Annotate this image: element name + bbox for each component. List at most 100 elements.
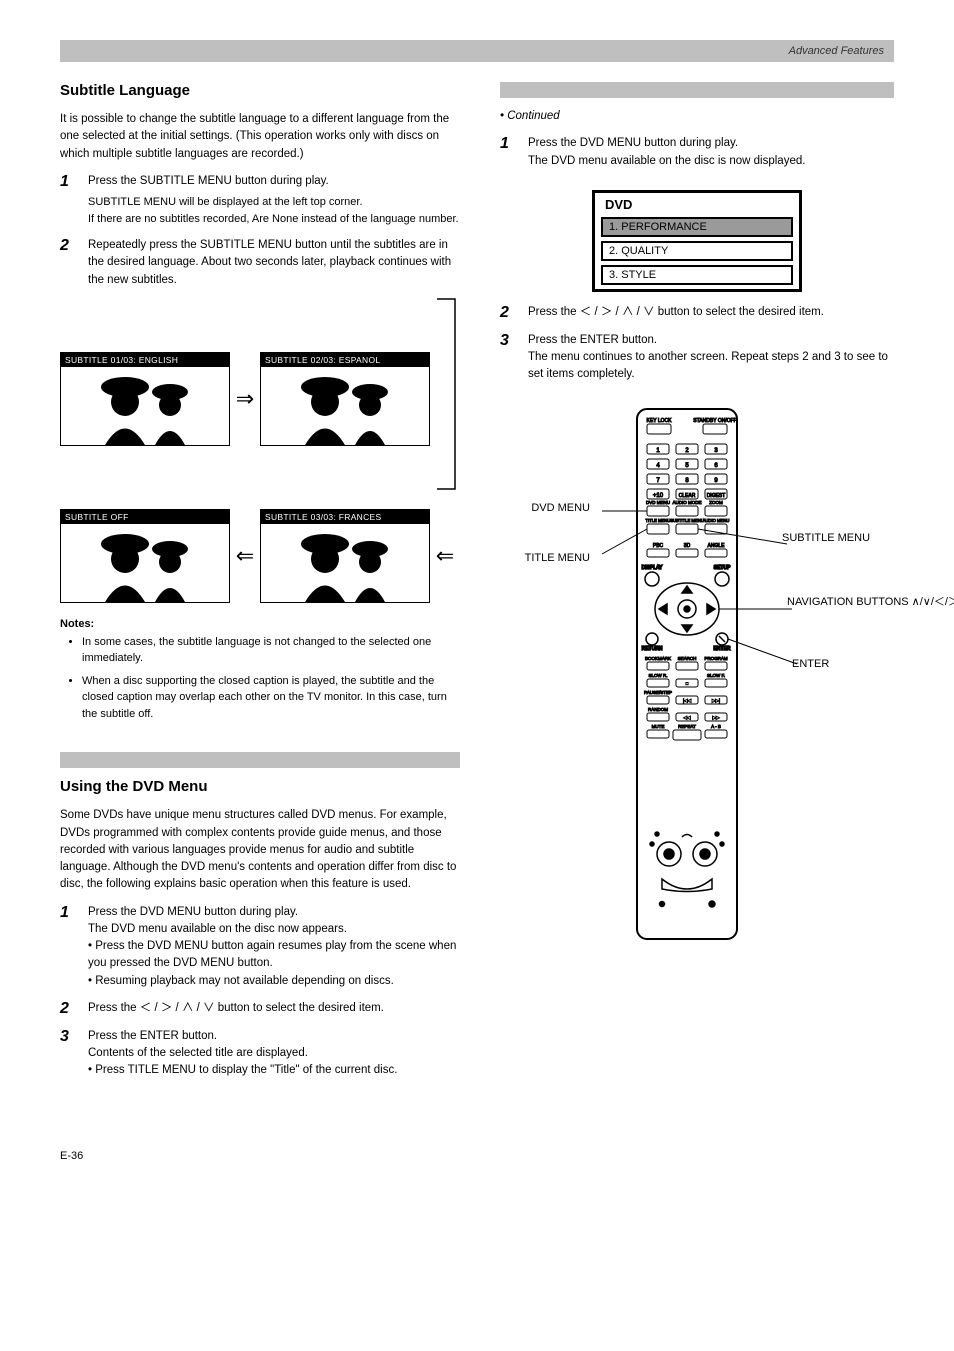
- svg-text:▶▶: ▶▶: [713, 715, 720, 720]
- header-band-text: Advanced Features: [789, 45, 884, 57]
- continued-label: • Continued: [500, 108, 894, 125]
- step-num: 1: [60, 904, 78, 990]
- arrow-right-icon: ⇒: [230, 386, 260, 412]
- page-number: E-36: [60, 1150, 894, 1162]
- step-text: Press the ＜ / ＞ / ∧ / ∨ button to select…: [88, 1000, 384, 1018]
- right-top-band: [500, 82, 894, 98]
- svg-text:▶▶|: ▶▶|: [712, 698, 720, 703]
- thumb-off: SUBTITLE OFF: [60, 509, 230, 603]
- step1-text: Press the SUBTITLE MENU button during pl…: [88, 173, 459, 190]
- svg-text:TITLE MENU: TITLE MENU: [646, 518, 671, 523]
- right-step-2: 2 Press the ＜ / ＞ / ∧ / ∨ button to sele…: [500, 304, 894, 322]
- step-num: 3: [60, 1028, 78, 1080]
- step-1: 1 Press the SUBTITLE MENU button during …: [60, 173, 460, 227]
- loop-arrow-icon: [430, 299, 460, 499]
- step1-note2: If there are no subtitles recorded, Are …: [88, 211, 459, 228]
- svg-text:AUDIO MENU: AUDIO MENU: [703, 518, 730, 523]
- step-2: 2 Repeatedly press the SUBTITLE MENU but…: [60, 237, 460, 289]
- step-text: Press the ENTER button. The menu continu…: [528, 332, 894, 384]
- dvd-step-2: 2 Press the ＜ / ＞ / ∧ / ∨ button to sele…: [60, 1000, 460, 1018]
- svg-text:MUTE: MUTE: [652, 724, 665, 729]
- svg-text:|◀◀: |◀◀: [683, 698, 692, 703]
- svg-text:DVD MENU: DVD MENU: [646, 500, 670, 505]
- svg-text:ZOOM: ZOOM: [709, 500, 723, 505]
- step-text: Press the ENTER button. Contents of the …: [88, 1028, 397, 1080]
- thumb-espanol: SUBTITLE 02/03: ESPANOL: [260, 352, 430, 446]
- dvd-menu-item-performance[interactable]: 1. PERFORMANCE: [601, 217, 793, 237]
- dvd-menu-title: DVD: [595, 193, 799, 214]
- svg-text:ANGLE: ANGLE: [708, 543, 726, 549]
- thumb-english: SUBTITLE 01/03: ENGLISH: [60, 352, 230, 446]
- subtitle-thumbnails: SUBTITLE 01/03: ENGLISH ⇒ SUBTITLE 02/03…: [60, 299, 460, 603]
- notes-heading: Notes:: [60, 618, 460, 630]
- svg-text:■: ■: [686, 681, 689, 686]
- svg-text:DISPLAY: DISPLAY: [642, 565, 663, 571]
- svg-text:PAUSE/STEP: PAUSE/STEP: [644, 690, 672, 695]
- section-title-subtitle-language: Subtitle Language: [60, 82, 460, 99]
- svg-text:SLOW F.: SLOW F.: [707, 673, 725, 678]
- right-column: • Continued 1 Press the DVD MENU button …: [500, 82, 894, 1090]
- section2-intro: Some DVDs have unique menu structures ca…: [60, 807, 460, 893]
- section-title-dvd-menu: Using the DVD Menu: [60, 778, 460, 795]
- section-divider: [60, 752, 460, 768]
- remote-illustration: KEY LOCK STANDBY ON/OFF 1 2 3 4 5 6 7 8 …: [500, 404, 894, 964]
- svg-text:DIGEST: DIGEST: [707, 493, 726, 499]
- svg-text:SEARCH: SEARCH: [678, 656, 697, 661]
- right-step-1: 1 Press the DVD MENU button during play.…: [500, 135, 894, 170]
- dvd-menu-item-style[interactable]: 3. STYLE: [601, 265, 793, 285]
- dvd-menu-box: DVD 1. PERFORMANCE 2. QUALITY 3. STYLE: [592, 190, 802, 292]
- thumb-frances: SUBTITLE 03/03: FRANCES: [260, 509, 430, 603]
- arrow-left-icon: ⇐: [430, 543, 460, 569]
- thumb-bar-3: SUBTITLE 03/03: FRANCES: [261, 510, 429, 524]
- silhouette-icon: [261, 367, 429, 445]
- step-text: Press the DVD MENU button during play. T…: [528, 135, 805, 170]
- svg-text:KEY LOCK: KEY LOCK: [647, 418, 673, 424]
- svg-text:◀◀: ◀◀: [684, 715, 691, 720]
- header-band: Advanced Features: [60, 40, 894, 62]
- svg-text:BOOKMARK: BOOKMARK: [645, 656, 671, 661]
- dvd-step-3: 3 Press the ENTER button. Contents of th…: [60, 1028, 460, 1080]
- left-column: Subtitle Language It is possible to chan…: [60, 82, 460, 1090]
- svg-text:+10: +10: [653, 493, 664, 499]
- svg-text:A - B: A - B: [711, 724, 721, 729]
- section1-intro: It is possible to change the subtitle la…: [60, 111, 460, 163]
- notes-list: In some cases, the subtitle language is …: [60, 634, 460, 723]
- step-num-2: 2: [60, 237, 78, 289]
- step-num: 2: [60, 1000, 78, 1018]
- step1-note1: SUBTITLE MENU will be displayed at the l…: [88, 194, 459, 211]
- callout-navigation: NAVIGATION BUTTONS ∧/∨/＜/＞: [787, 596, 897, 609]
- callout-enter: ENTER: [792, 658, 829, 670]
- silhouette-icon: [61, 524, 229, 602]
- svg-text:SETUP: SETUP: [714, 565, 731, 571]
- note-item: In some cases, the subtitle language is …: [82, 634, 460, 667]
- svg-text:PROGRAM: PROGRAM: [704, 656, 728, 661]
- callout-dvd-menu: DVD MENU: [510, 502, 590, 514]
- callout-subtitle-menu: SUBTITLE MENU: [782, 532, 870, 544]
- svg-text:REPEAT: REPEAT: [678, 724, 696, 729]
- thumb-bar-2: SUBTITLE 02/03: ESPANOL: [261, 353, 429, 367]
- dvd-menu-item-quality[interactable]: 2. QUALITY: [601, 241, 793, 261]
- silhouette-icon: [261, 524, 429, 602]
- svg-text:RETURN: RETURN: [642, 646, 663, 652]
- step-num: 2: [500, 304, 518, 322]
- silhouette-icon: [61, 367, 229, 445]
- svg-text:PBC: PBC: [653, 543, 664, 549]
- thumb-bar-4: SUBTITLE OFF: [61, 510, 229, 524]
- callout-title-menu: TITLE MENU: [510, 552, 590, 564]
- svg-text:STANDBY ON/OFF: STANDBY ON/OFF: [693, 418, 736, 424]
- right-step-3: 3 Press the ENTER button. The menu conti…: [500, 332, 894, 384]
- note-item: When a disc supporting the closed captio…: [82, 673, 460, 723]
- step-num: 1: [500, 135, 518, 170]
- svg-text:CLEAR: CLEAR: [679, 493, 696, 499]
- svg-text:SLOW R.: SLOW R.: [648, 673, 667, 678]
- step2-text: Repeatedly press the SUBTITLE MENU butto…: [88, 237, 460, 289]
- step-text: Press the DVD MENU button during play. T…: [88, 904, 460, 990]
- svg-text:3D: 3D: [684, 543, 691, 549]
- step-num: 3: [500, 332, 518, 384]
- arrow-left-icon: ⇐: [230, 543, 260, 569]
- dvd-step-1: 1 Press the DVD MENU button during play.…: [60, 904, 460, 990]
- step-text: Press the ＜ / ＞ / ∧ / ∨ button to select…: [528, 304, 824, 322]
- step-num-1: 1: [60, 173, 78, 227]
- svg-text:SUBTITLE MENU: SUBTITLE MENU: [670, 518, 704, 523]
- svg-text:RANDOM: RANDOM: [648, 707, 668, 712]
